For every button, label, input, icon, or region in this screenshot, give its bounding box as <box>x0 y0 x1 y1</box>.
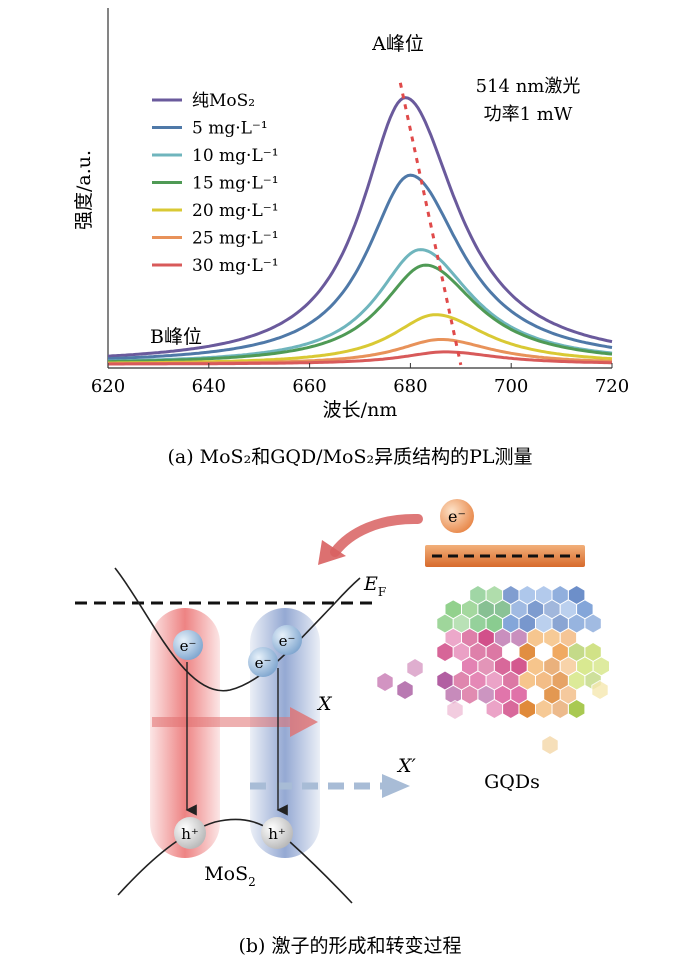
gqd-hexagon <box>567 698 586 720</box>
power-label: 功率1 mW <box>484 104 573 125</box>
x-tick-label-640: 640 <box>192 376 226 397</box>
legend-label-6: 30 mg·L⁻¹ <box>192 256 279 276</box>
pl-chart: 620 640 660 680 700 720 纯MoS₂ 5 mg·L⁻¹ 10 mg·L⁻… <box>73 8 629 468</box>
exciton-electron: e⁻ <box>173 630 203 660</box>
legend-label-1: 5 mg·L⁻¹ <box>192 119 268 139</box>
x-tick-label-620: 620 <box>91 376 125 397</box>
exciton-band <box>150 608 220 858</box>
svg-text:h⁺: h⁺ <box>268 825 286 843</box>
gqd-hexagon <box>584 613 602 634</box>
exciton-arrowhead <box>290 707 318 737</box>
gqd-hexagon <box>518 698 536 720</box>
trion-electron-1: e⁻ <box>272 625 302 655</box>
charge-transfer-arrow <box>330 513 423 557</box>
gqd-cluster <box>376 584 610 756</box>
gqd-hexagon <box>436 641 454 663</box>
trion-label: X′ <box>396 755 417 777</box>
gqd-electron <box>440 499 474 533</box>
trion-arrowhead <box>382 774 410 798</box>
legend-label-4: 20 mg·L⁻¹ <box>192 201 279 221</box>
peak-b-label: B峰位 <box>150 326 202 348</box>
x-axis-label: 波长/nm <box>323 399 398 421</box>
valence-band-curve <box>117 818 353 904</box>
legend: 纯MoS₂ 5 mg·L⁻¹ 10 mg·L⁻¹ 15 mg·L⁻¹ 20 mg·L⁻¹… <box>152 91 279 276</box>
series-line-3 <box>108 263 613 364</box>
x-tick-label-700: 700 <box>494 376 528 397</box>
svg-text:e⁻: e⁻ <box>180 637 197 655</box>
exciton-label: X <box>316 693 333 715</box>
gqd-hexagon <box>396 679 414 701</box>
x-tick-label-680: 680 <box>393 376 427 397</box>
x-tick-label-660: 660 <box>292 376 326 397</box>
gqd-hexagon <box>591 679 609 701</box>
gqd-hexagon <box>446 699 464 721</box>
gqd-electron-label: e⁻ <box>448 507 466 526</box>
trion-electron-2: e⁻ <box>248 647 278 677</box>
legend-label-0: 纯MoS₂ <box>192 91 255 111</box>
trion-hole: h⁺ <box>261 817 293 849</box>
legend-label-2: 10 mg·L⁻¹ <box>192 146 279 166</box>
legend-label-3: 15 mg·L⁻¹ <box>192 174 279 194</box>
exciton-diagram: e⁻ EF X X′ <box>75 499 610 957</box>
svg-text:e⁻: e⁻ <box>279 632 296 650</box>
y-axis-label: 强度/a.u. <box>73 150 95 230</box>
exciton-hole: h⁺ <box>174 817 206 849</box>
mos2-label: MoS2 <box>204 863 256 889</box>
gqd-hexagon <box>461 684 479 705</box>
gqd-hexagon <box>376 671 394 693</box>
svg-text:e⁻: e⁻ <box>255 654 272 672</box>
caption-a: (a) MoS₂和GQD/MoS₂异质结构的PL测量 <box>167 446 532 468</box>
series-line-0 <box>107 96 613 358</box>
peak-a-label: A峰位 <box>371 33 424 55</box>
peak-shift-trend-line <box>398 82 463 366</box>
legend-label-5: 25 mg·L⁻¹ <box>192 229 279 249</box>
x-tick-labels: 620 640 660 680 700 720 <box>91 363 629 397</box>
charge-transfer-arrowhead <box>318 540 346 565</box>
fermi-level-label: EF <box>363 573 386 599</box>
gqd-hexagon <box>535 698 553 720</box>
gqd-hexagon <box>541 734 559 756</box>
exciton-arrow-shaft <box>152 717 290 727</box>
caption-b: (b) 激子的形成和转变过程 <box>238 935 461 957</box>
conduction-band-curve <box>114 567 361 692</box>
gqd-hexagon <box>502 698 520 720</box>
laser-label: 514 nm激光 <box>476 76 581 97</box>
gqd-hexagon <box>485 698 504 720</box>
x-tick-label-720: 720 <box>595 376 629 397</box>
gqd-hexagon <box>551 698 569 720</box>
series-line-1 <box>107 173 613 361</box>
gqd-hexagon <box>406 657 424 679</box>
series-line-6 <box>108 350 612 366</box>
pl-curves <box>107 96 613 366</box>
svg-text:h⁺: h⁺ <box>181 825 199 843</box>
gqds-label: GQDs <box>484 771 540 793</box>
